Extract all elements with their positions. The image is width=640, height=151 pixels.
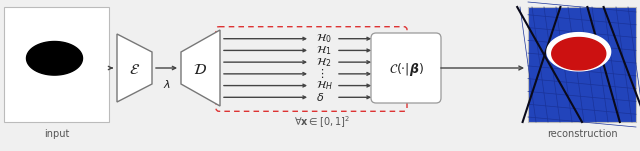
Polygon shape — [552, 37, 605, 70]
Text: $\forall \mathbf{x} \in [0,1]^2$: $\forall \mathbf{x} \in [0,1]^2$ — [294, 114, 349, 130]
FancyBboxPatch shape — [4, 7, 109, 122]
Text: input: input — [44, 129, 69, 139]
Bar — [528, 7, 636, 122]
Text: $\mathcal{H}_2$: $\mathcal{H}_2$ — [316, 56, 332, 69]
Text: reconstruction: reconstruction — [547, 129, 618, 139]
Text: $\lambda$: $\lambda$ — [163, 78, 170, 90]
Text: $\mathcal{C}(\cdot|\boldsymbol{\beta})$: $\mathcal{C}(\cdot|\boldsymbol{\beta})$ — [388, 61, 424, 77]
Text: $\mathcal{D}$: $\mathcal{D}$ — [193, 61, 207, 77]
Polygon shape — [26, 42, 83, 75]
Text: $\mathcal{H}_1$: $\mathcal{H}_1$ — [316, 44, 332, 57]
Polygon shape — [550, 36, 607, 70]
Text: $\mathcal{E}$: $\mathcal{E}$ — [129, 61, 140, 77]
Polygon shape — [117, 34, 152, 102]
Polygon shape — [181, 30, 220, 106]
Text: $\vdots$: $\vdots$ — [316, 67, 324, 80]
Polygon shape — [547, 33, 611, 71]
Text: $\mathcal{H}_0$: $\mathcal{H}_0$ — [316, 32, 332, 45]
FancyBboxPatch shape — [371, 33, 441, 103]
Text: $\delta$: $\delta$ — [316, 91, 324, 103]
Text: $\mathcal{H}_H$: $\mathcal{H}_H$ — [316, 79, 333, 92]
